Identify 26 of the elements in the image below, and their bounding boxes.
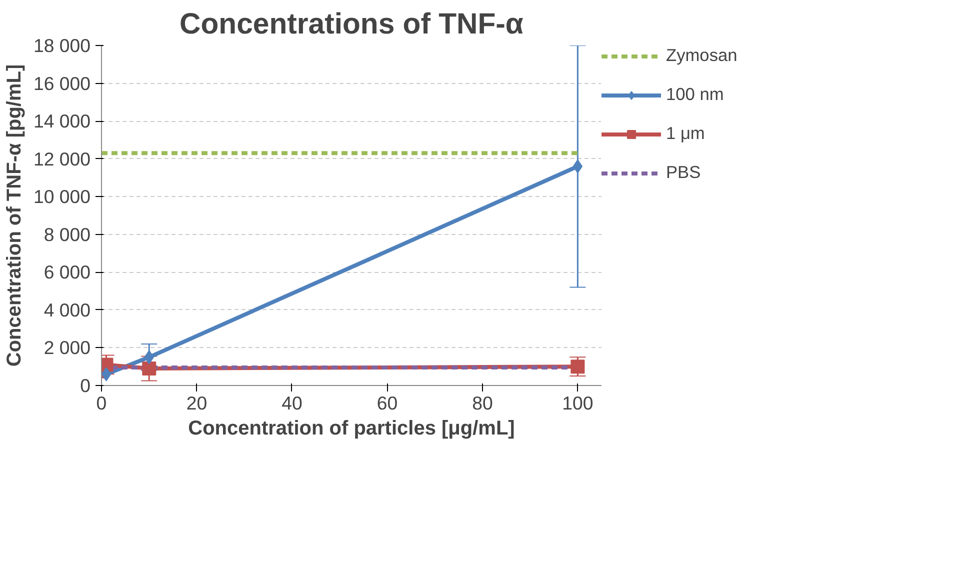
legend-label: PBS — [666, 162, 701, 183]
x-axis-title: Concentration of particles [μg/mL] — [188, 418, 515, 440]
y-tick-label: 0 — [80, 375, 91, 396]
y-axis-title: Concentration of TNF-α [pg/mL] — [3, 64, 26, 367]
y-tick-label: 14 000 — [33, 110, 90, 132]
x-tick-label: 100 — [562, 392, 594, 414]
y-tick-label: 16 000 — [33, 72, 90, 94]
x-tick-label: 0 — [96, 392, 107, 414]
legend-label: 1 μm — [666, 123, 705, 144]
legend-label: Zymosan — [666, 45, 738, 66]
point — [570, 360, 585, 374]
y-tick-label: 10 000 — [33, 186, 90, 208]
x-tick-label: 80 — [472, 392, 493, 414]
y-tick-label: 6 000 — [44, 262, 90, 283]
y-tick-label: 2 000 — [44, 337, 90, 358]
y-tick-label: 4 000 — [44, 299, 90, 320]
x-tick-label: 60 — [376, 392, 398, 414]
y-tick-label: 12 000 — [33, 148, 90, 170]
legend-label: 100 nm — [666, 84, 724, 105]
y-tick-label: 8 000 — [44, 224, 90, 245]
point — [142, 362, 156, 376]
x-tick-label: 40 — [282, 392, 302, 414]
x-tick-label: 20 — [186, 392, 208, 414]
chart-title: Concentrations of TNF-α — [180, 8, 524, 40]
y-tick-label: 18 000 — [33, 35, 90, 56]
point — [572, 159, 583, 174]
